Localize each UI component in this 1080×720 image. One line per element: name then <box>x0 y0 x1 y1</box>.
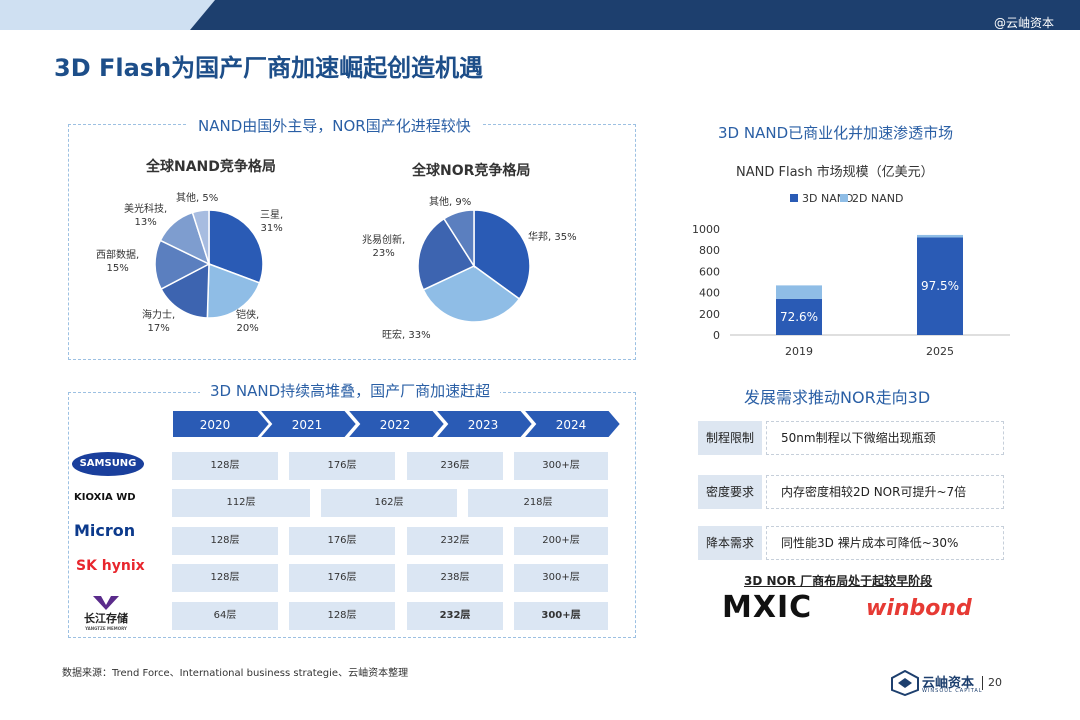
nand-pie-label-4: 美光科技, 13% <box>124 204 168 228</box>
mxic-logo: MXIC <box>722 590 813 625</box>
micron-logo-text: Micron <box>74 521 136 540</box>
skhynix-cell-1: 128层 <box>172 564 278 592</box>
nand-pie-label-2: 海力士, 17% <box>142 310 176 334</box>
pie-section-title: NAND由国外主导，NOR国产化进程较快 <box>188 115 481 136</box>
nor-pie-label-2: 兆易创新, 23% <box>362 235 406 259</box>
req-text-process: 50nm制程以下微缩出现瓶颈 <box>766 421 1004 455</box>
ymtc-logo-subtext: YANGTZE MEMORY <box>85 626 127 631</box>
micron-cell-1: 128层 <box>172 527 278 555</box>
kioxia-logo: KIOXIA WD <box>74 492 136 503</box>
micron-cell-4: 200+层 <box>514 527 608 555</box>
ymtc-cell-3: 232层 <box>407 602 503 630</box>
kioxia-logo-text: KIOXIA WD <box>74 492 136 503</box>
micron-cell-3: 232层 <box>407 527 503 555</box>
skhynix-logo-text: SK hynix <box>76 558 145 574</box>
samsung-logo: SAMSUNG <box>72 452 144 476</box>
legend-swatch-0 <box>790 194 798 202</box>
x-tick-2019: 2019 <box>785 345 813 358</box>
y-tick-800: 800 <box>699 244 720 257</box>
ymtc-logo-mark <box>93 596 119 610</box>
bar-chart-title: NAND Flash 市场规模（亿美元） <box>736 165 934 180</box>
ymtc-cell-4: 300+层 <box>514 602 608 630</box>
legend-label-0: 3D NAND <box>802 192 853 205</box>
x-tick-2025: 2025 <box>926 345 954 358</box>
nand-pie-label-3: 西部数据, 15% <box>96 250 140 274</box>
bar-data-label-2019: 72.6% <box>780 310 818 324</box>
winsoul-logo-icon <box>891 670 919 696</box>
nor-pie-label-3: 其他, 9% <box>429 197 472 208</box>
skhynix-cell-3: 238层 <box>407 564 503 592</box>
bar-data-label-2025: 97.5% <box>921 279 959 293</box>
req-label-cost: 降本需求 <box>698 526 762 560</box>
kioxia-cell-1: 112层 <box>172 489 310 517</box>
y-tick-200: 200 <box>699 308 720 321</box>
req-label-process: 制程限制 <box>698 421 762 455</box>
legend-swatch-1 <box>840 194 848 202</box>
samsung-cell-2021: 176层 <box>289 452 395 480</box>
samsung-cell-2023: 300+层 <box>514 452 608 480</box>
nand-pie-label-5: 其他, 5% <box>176 193 219 204</box>
skhynix-logo: SK hynix <box>76 558 145 574</box>
ymtc-logo: 长江存储 YANGTZE MEMORY <box>80 596 132 631</box>
nor-vendor-title: 3D NOR 厂商布局处于起较早阶段 <box>744 574 933 588</box>
stack-section-title: 3D NAND持续高堆叠，国产厂商加速赶超 <box>200 380 501 401</box>
ymtc-cell-2: 128层 <box>289 602 395 630</box>
nor-pie-label-1: 旺宏, 33% <box>382 330 431 341</box>
market-section-title: 3D NAND已商业化并加速渗透市场 <box>718 124 954 142</box>
nand-pie-label-1: 铠侠, 20% <box>236 310 260 334</box>
req-text-cost: 同性能3D 裸片成本可降低~30% <box>766 526 1004 560</box>
footer-brand: 云岫资本 <box>922 676 975 691</box>
nand-pie-title: 全球NAND竞争格局 <box>146 159 276 175</box>
req-text-density: 内存密度相较2D NOR可提升~7倍 <box>766 475 1004 509</box>
bar-2025-0 <box>917 237 963 335</box>
bar-2025-1 <box>917 234 963 238</box>
nor-section-title: 发展需求推动NOR走向3D <box>744 388 931 407</box>
bar-2019-0 <box>776 298 822 335</box>
nor-pie-title: 全球NOR竞争格局 <box>412 163 531 179</box>
req-label-density: 密度要求 <box>698 475 762 509</box>
data-source: 数据来源：Trend Force、International business … <box>62 668 409 679</box>
micron-cell-2: 176层 <box>289 527 395 555</box>
page-title: 3D Flash为国产厂商加速崛起创造机遇 <box>54 54 484 82</box>
kioxia-cell-2: 162层 <box>321 489 457 517</box>
samsung-logo-text: SAMSUNG <box>79 458 137 469</box>
kioxia-cell-3: 218层 <box>468 489 608 517</box>
footer-brand-sub: WINSOUL CAPITAL <box>922 688 983 694</box>
page-number: 20 <box>988 676 1002 689</box>
top-banner <box>0 0 1080 30</box>
y-tick-1000: 1000 <box>692 223 720 236</box>
samsung-cell-2022: 236层 <box>407 452 503 480</box>
ymtc-cell-1: 64层 <box>172 602 278 630</box>
nand-pie-label-0: 三星, 31% <box>260 210 284 234</box>
legend-label-1: 2D NAND <box>852 192 903 205</box>
brand-watermark: @云岫资本 <box>993 16 1054 30</box>
micron-logo: Micron <box>74 521 135 540</box>
y-tick-0: 0 <box>713 329 720 342</box>
winbond-logo: winbond <box>866 596 972 621</box>
skhynix-cell-2: 176层 <box>289 564 395 592</box>
nor-pie-label-0: 华邦, 35% <box>528 232 577 243</box>
skhynix-cell-4: 300+层 <box>514 564 608 592</box>
bar-2019-1 <box>776 285 822 299</box>
samsung-cell-2020: 128层 <box>172 452 278 480</box>
y-tick-400: 400 <box>699 287 720 300</box>
footer-divider <box>982 676 983 690</box>
ymtc-logo-text: 长江存储 <box>84 612 128 625</box>
y-tick-600: 600 <box>699 265 720 278</box>
